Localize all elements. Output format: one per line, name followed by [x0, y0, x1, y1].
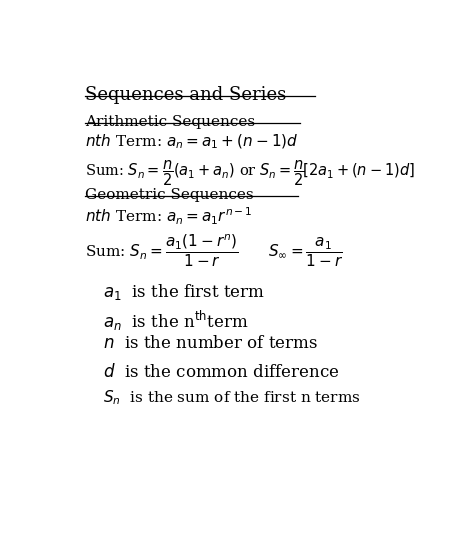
Text: $n$  is the number of terms: $n$ is the number of terms [103, 335, 318, 353]
Text: $S_n$  is the sum of the first n terms: $S_n$ is the sum of the first n terms [103, 388, 361, 407]
Text: $a_n$  is the n$^{\mathrm{th}}$term: $a_n$ is the n$^{\mathrm{th}}$term [103, 309, 249, 333]
Text: $\mathit{nth}$ Term: $a_n = a_1 r^{n-1}$: $\mathit{nth}$ Term: $a_n = a_1 r^{n-1}$ [85, 205, 253, 227]
Text: Arithmetic Sequences: Arithmetic Sequences [85, 115, 255, 129]
Text: $d$  is the common difference: $d$ is the common difference [103, 363, 340, 381]
Text: Sequences and Series: Sequences and Series [85, 86, 286, 104]
Text: Geometric Sequences: Geometric Sequences [85, 188, 254, 202]
Text: $a_1$  is the first term: $a_1$ is the first term [103, 282, 265, 302]
Text: $\mathit{nth}$ Term: $a_n = a_1 +(n-1)d$: $\mathit{nth}$ Term: $a_n = a_1 +(n-1)d$ [85, 132, 298, 151]
Text: Sum: $S_n = \dfrac{a_1\left(1-r^n\right)}{1-r}$$\qquad S_\infty = \dfrac{a_1}{1-: Sum: $S_n = \dfrac{a_1\left(1-r^n\right)… [85, 232, 343, 269]
Text: Sum: $S_n = \dfrac{n}{2}(a_1 +a_n)$ or $S_n = \dfrac{n}{2}\!\left[2a_1 +(n-1)d\r: Sum: $S_n = \dfrac{n}{2}(a_1 +a_n)$ or $… [85, 158, 415, 187]
